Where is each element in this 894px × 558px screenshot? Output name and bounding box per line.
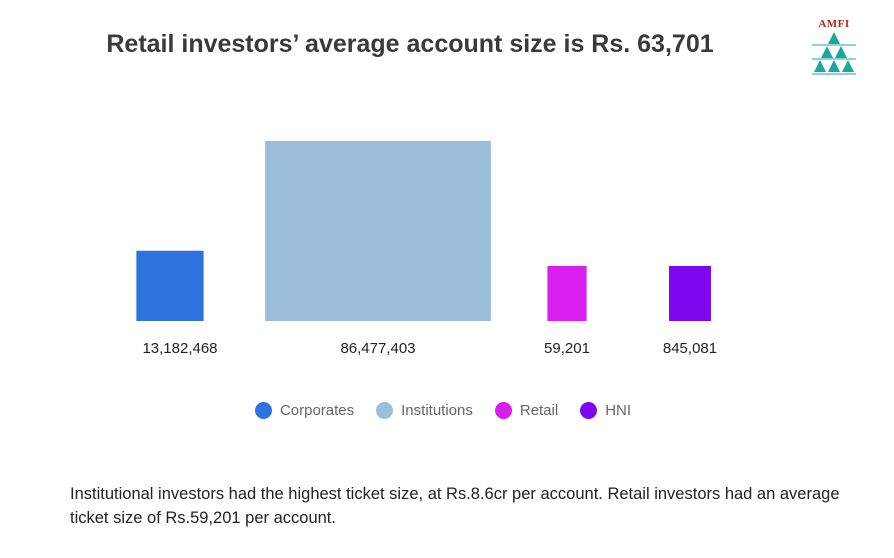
legend-label: Retail — [519, 402, 559, 419]
legend-swatch — [494, 402, 512, 419]
bar-institutions — [265, 141, 491, 321]
bar-retail — [547, 266, 587, 321]
legend-label: Corporates — [279, 402, 355, 419]
data-label-institutions: 86,477,403 — [340, 340, 415, 357]
chart-legend: Corporates Institutions Retail HNI — [0, 402, 890, 419]
data-label-hni: 845,081 — [663, 340, 717, 357]
data-label-corporates: 13,182,468 — [142, 340, 217, 357]
data-label-retail: 59,201 — [544, 340, 590, 357]
legend-item-retail: Retail — [494, 402, 559, 419]
logo-text: AMFI — [818, 18, 850, 30]
bar-corporates — [136, 250, 204, 321]
legend-label: Institutions — [401, 402, 473, 419]
logo-triangles-icon — [812, 30, 856, 76]
legend-swatch — [376, 402, 394, 419]
footer-note: Institutional investors had the highest … — [70, 485, 840, 527]
chart-title: Retail investors’ average account size i… — [106, 30, 714, 58]
legend-swatch — [254, 402, 272, 419]
legend-item-hni: HNI — [580, 402, 631, 419]
legend-item-institutions: Institutions — [376, 402, 473, 419]
chart-area: 13,182,468 86,477,403 59,201 845,081 — [136, 141, 717, 357]
bar-hni — [669, 266, 711, 321]
legend-item-corporates: Corporates — [254, 402, 355, 419]
legend-label: HNI — [605, 402, 632, 419]
legend-swatch — [580, 402, 598, 419]
amfi-logo: AMFI — [810, 18, 858, 76]
